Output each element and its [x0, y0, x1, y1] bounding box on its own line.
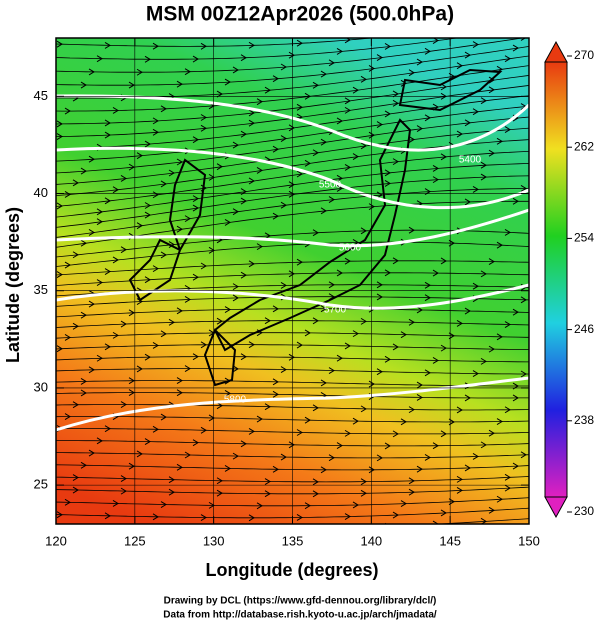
- stream-arrow: [520, 38, 527, 41]
- streamline: [56, 308, 529, 318]
- streamline: [56, 356, 529, 363]
- streamline: [56, 464, 529, 471]
- streamline: [56, 38, 526, 73]
- x-tick-label: 120: [45, 533, 67, 548]
- streamline: [56, 65, 529, 112]
- colorbar-over: [544, 40, 568, 63]
- stream-arrow: [241, 527, 246, 533]
- colorbar-tick-label: 254: [574, 231, 594, 245]
- y-tick-label: 40: [34, 185, 48, 200]
- contours: 5400 5500 5600 5700 5800: [56, 94, 529, 432]
- stream-arrow: [289, 526, 294, 532]
- contour-line: [56, 376, 529, 432]
- streamline: [56, 163, 529, 218]
- coastline: [128, 68, 503, 387]
- stream-arrow: [489, 20, 494, 26]
- credit-line: Data from http://database.rish.kyoto-u.a…: [163, 610, 437, 621]
- x-tick-label: 125: [124, 533, 146, 548]
- colorbar-tick-label: 270: [574, 48, 594, 62]
- streamline: [56, 105, 529, 162]
- x-tick-label: 130: [203, 533, 225, 548]
- streamline: [56, 95, 529, 150]
- streamline: [56, 440, 529, 447]
- streamline: [56, 188, 529, 238]
- streamline: [56, 344, 529, 351]
- streamline: [56, 75, 529, 125]
- streamline: [56, 320, 529, 328]
- stream-arrow: [193, 527, 198, 533]
- streamline: [56, 46, 529, 86]
- y-tick-label: 45: [34, 88, 48, 103]
- streamline: [56, 486, 529, 495]
- stream-arrow: [521, 526, 526, 532]
- contour-label: 5500: [319, 180, 342, 191]
- streamline: [56, 497, 529, 507]
- stream-arrow: [337, 525, 342, 531]
- stream-arrow: [441, 27, 446, 33]
- stream-arrow: [233, 539, 238, 545]
- streamline: [56, 127, 529, 185]
- stream-arrow: [185, 539, 190, 545]
- x-tick-label: 150: [518, 533, 540, 548]
- streamline: [56, 332, 529, 339]
- contour-label: 5800: [224, 395, 247, 406]
- colorbar-tick-label: 246: [574, 322, 594, 336]
- streamline: [56, 150, 529, 207]
- contour-label: 5400: [459, 155, 482, 166]
- contour-line: [56, 146, 529, 210]
- contour-line: [56, 283, 529, 310]
- colorbar-tick-label: 230: [574, 504, 594, 518]
- streamline: [56, 272, 529, 286]
- streamline: [56, 428, 529, 435]
- stream-arrow: [432, 520, 439, 524]
- y-tick-label: 25: [34, 477, 48, 492]
- streamline: [56, 392, 529, 399]
- x-tick-label: 145: [439, 533, 461, 548]
- y-tick-label: 30: [34, 379, 48, 394]
- streamline: [56, 38, 376, 47]
- title: MSM 00Z12Apr2026 (500.0hPa): [146, 3, 454, 26]
- streamline: [56, 380, 529, 387]
- streamline: [56, 175, 529, 228]
- x-axis-label: Longitude (degrees): [205, 560, 378, 580]
- colorbar: [544, 61, 568, 498]
- y-tick-label: 35: [34, 282, 48, 297]
- colorbar-tick-label: 238: [574, 413, 594, 427]
- y-axis-label: Latitude (degrees): [3, 207, 23, 363]
- x-tick-label: 140: [360, 533, 382, 548]
- stream-arrow: [97, 525, 102, 531]
- streamline: [56, 296, 529, 307]
- streamline: [56, 404, 529, 411]
- contour-line: [56, 94, 529, 152]
- stream-arrow: [473, 529, 478, 535]
- streamline: [56, 116, 529, 174]
- streamline: [56, 416, 529, 423]
- stream-arrow: [529, 24, 534, 30]
- contour-line: [56, 208, 529, 248]
- colorbar-under: [544, 496, 568, 519]
- contour-label: 5600: [339, 243, 362, 254]
- stream-arrow: [481, 31, 486, 37]
- stream-arrow: [425, 532, 430, 538]
- stream-arrow: [89, 537, 94, 543]
- streamline: [56, 229, 529, 258]
- contour-label: 5700: [324, 305, 347, 316]
- streamline: [56, 260, 529, 276]
- streamline: [56, 507, 529, 519]
- streamline: [56, 452, 529, 459]
- stream-arrow: [329, 537, 334, 543]
- streamline: [56, 241, 529, 267]
- credit-line: Drawing by DCL (https://www.gfd-dennou.o…: [164, 596, 437, 607]
- streamline: [56, 368, 529, 375]
- stream-arrow: [145, 526, 150, 532]
- colorbar-tick-label: 262: [574, 139, 594, 153]
- streamline: [56, 476, 529, 483]
- x-tick-label: 135: [282, 533, 304, 548]
